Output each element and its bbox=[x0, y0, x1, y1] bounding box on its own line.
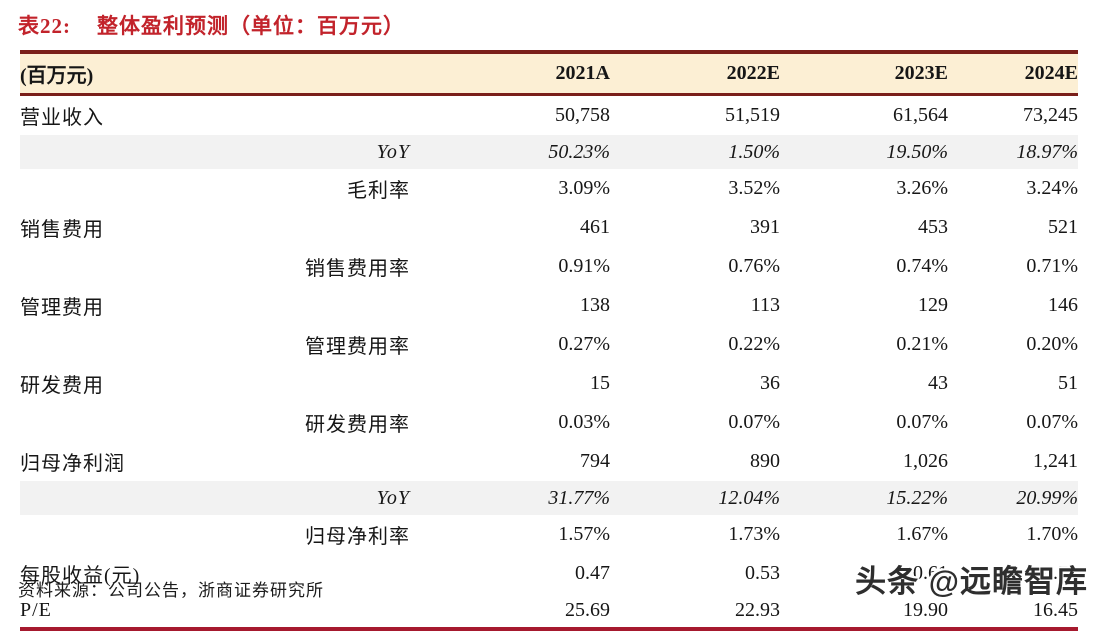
cell-value: 1,241 bbox=[1033, 450, 1078, 472]
cell-value: 43 bbox=[928, 372, 948, 394]
cell-value: 73,245 bbox=[1023, 104, 1078, 126]
cell-value: 1.57% bbox=[558, 523, 610, 545]
row-label: 归母净利率 bbox=[305, 526, 410, 548]
cell-value: 129 bbox=[918, 294, 948, 316]
cell-value: 31.77% bbox=[548, 486, 610, 509]
cell-value: 1.50% bbox=[728, 140, 780, 163]
cell-value: 51,519 bbox=[725, 104, 780, 126]
cell-value: 0.71% bbox=[1026, 255, 1078, 277]
cell-value: 36 bbox=[760, 372, 780, 394]
table-row: 销售费用 461 391 453 521 bbox=[20, 208, 1078, 247]
cell-value: 146 bbox=[1048, 294, 1078, 316]
row-label: YoY bbox=[376, 486, 410, 509]
cell-value: 50.23% bbox=[548, 140, 610, 163]
cell-value: 3.09% bbox=[558, 177, 610, 199]
cell-value: 1.67% bbox=[896, 523, 948, 545]
cell-value: 1.73% bbox=[728, 523, 780, 545]
row-label: 销售费用 bbox=[20, 219, 104, 241]
cell-value: 461 bbox=[580, 216, 610, 238]
cell-value: 3.26% bbox=[896, 177, 948, 199]
cell-value: 61,564 bbox=[893, 104, 948, 126]
header-2024E: 2024E bbox=[948, 50, 1078, 96]
cell-value: 391 bbox=[750, 216, 780, 238]
row-label: 销售费用率 bbox=[305, 258, 410, 280]
cell-value: 50,758 bbox=[555, 104, 610, 126]
cell-value: 12.04% bbox=[718, 486, 780, 509]
table-number: 表22: bbox=[18, 14, 71, 38]
table-header-row: (百万元) 2021A 2022E 2023E 2024E bbox=[20, 50, 1078, 96]
row-label: 管理费用率 bbox=[305, 336, 410, 358]
table-row: YoY 31.77% 12.04% 15.22% 20.99% bbox=[20, 481, 1078, 515]
row-label: 归母净利润 bbox=[20, 453, 125, 475]
table-row: 每股收益(元) 0.47 0.53 0.61 0.74 bbox=[20, 554, 1078, 593]
table-row: 毛利率 3.09% 3.52% 3.26% 3.24% bbox=[20, 169, 1078, 208]
cell-value: 0.53 bbox=[745, 562, 780, 584]
cell-value: 0.47 bbox=[575, 562, 610, 584]
table-row: 销售费用率 0.91% 0.76% 0.74% 0.71% bbox=[20, 247, 1078, 286]
cell-value: 0.74 bbox=[1043, 562, 1078, 584]
cell-value: 0.07% bbox=[728, 411, 780, 433]
table-row: 研发费用 15 36 43 51 bbox=[20, 364, 1078, 403]
header-2022E: 2022E bbox=[610, 50, 780, 96]
row-label: 每股收益(元) bbox=[20, 565, 141, 587]
cell-value: 453 bbox=[918, 216, 948, 238]
row-label: YoY bbox=[376, 140, 410, 163]
cell-value: 0.74% bbox=[896, 255, 948, 277]
cell-value: 0.07% bbox=[896, 411, 948, 433]
cell-value: 1,026 bbox=[903, 450, 948, 472]
table-row: 归母净利润 794 890 1,026 1,241 bbox=[20, 442, 1078, 481]
report-table-page: 表22: 整体盈利预测（单位：百万元） (百万元) 2021A 2022E 202… bbox=[18, 10, 1088, 631]
cell-value: 15.22% bbox=[886, 486, 948, 509]
table-caption: 整体盈利预测（单位：百万元） bbox=[97, 14, 405, 38]
header-unit: (百万元) bbox=[20, 50, 410, 96]
cell-value: 794 bbox=[580, 450, 610, 472]
row-label: 研发费用率 bbox=[305, 414, 410, 436]
source-note: 资料来源：公司公告，浙商证券研究所 bbox=[18, 581, 324, 600]
table-title: 表22: 整体盈利预测（单位：百万元） bbox=[18, 10, 405, 40]
cell-value: 22.93 bbox=[610, 593, 780, 631]
cell-value: 0.07% bbox=[1026, 411, 1078, 433]
cell-value: 51 bbox=[1058, 372, 1078, 394]
cell-value: 18.97% bbox=[1016, 140, 1078, 163]
table-row: 管理费用率 0.27% 0.22% 0.21% 0.20% bbox=[20, 325, 1078, 364]
row-label: 营业收入 bbox=[20, 107, 104, 129]
table-row: 研发费用率 0.03% 0.07% 0.07% 0.07% bbox=[20, 403, 1078, 442]
cell-value: 1.70% bbox=[1026, 523, 1078, 545]
cell-value: 0.91% bbox=[558, 255, 610, 277]
cell-value: 0.27% bbox=[558, 333, 610, 355]
cell-value: 138 bbox=[580, 294, 610, 316]
cell-value: 0.76% bbox=[728, 255, 780, 277]
cell-value: 0.20% bbox=[1026, 333, 1078, 355]
watermark: 头条 @远瞻智库 bbox=[855, 564, 1088, 599]
cell-value: 113 bbox=[750, 294, 780, 316]
cell-value: 0.03% bbox=[558, 411, 610, 433]
row-label: 管理费用 bbox=[20, 297, 104, 319]
header-2023E: 2023E bbox=[780, 50, 948, 96]
cell-value: 521 bbox=[1048, 216, 1078, 238]
table-row: 归母净利率 1.57% 1.73% 1.67% 1.70% bbox=[20, 515, 1078, 554]
row-label: 研发费用 bbox=[20, 375, 104, 397]
table-row: YoY 50.23% 1.50% 19.50% 18.97% bbox=[20, 135, 1078, 169]
cell-value: 15 bbox=[590, 372, 610, 394]
table-row: 管理费用 138 113 129 146 bbox=[20, 286, 1078, 325]
header-2021A: 2021A bbox=[410, 50, 610, 96]
cell-value: 0.22% bbox=[728, 333, 780, 355]
row-label: 毛利率 bbox=[347, 180, 410, 202]
cell-value: 19.50% bbox=[886, 140, 948, 163]
cell-value: 3.52% bbox=[728, 177, 780, 199]
cell-value: 20.99% bbox=[1016, 486, 1078, 509]
cell-value: 25.69 bbox=[410, 593, 610, 631]
cell-value: 0.61 bbox=[913, 562, 948, 584]
profit-forecast-table: (百万元) 2021A 2022E 2023E 2024E 营业收入 50,75… bbox=[20, 50, 1078, 631]
cell-value: 3.24% bbox=[1026, 177, 1078, 199]
cell-value: 890 bbox=[750, 450, 780, 472]
table-row: 营业收入 50,758 51,519 61,564 73,245 bbox=[20, 95, 1078, 136]
cell-value: 0.21% bbox=[896, 333, 948, 355]
